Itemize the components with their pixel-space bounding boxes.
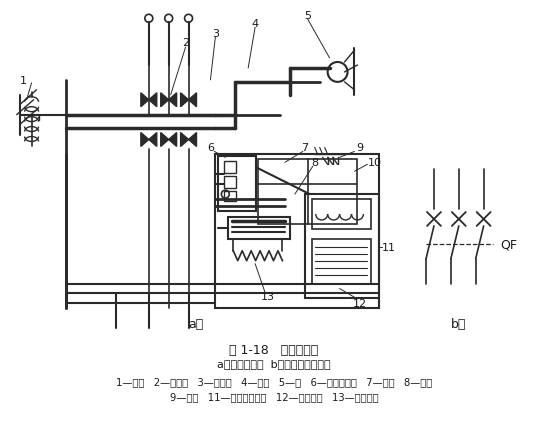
Bar [215,155,379,309]
Polygon shape [169,133,176,147]
Text: 9: 9 [356,143,363,153]
Bar [312,239,372,284]
Text: 4: 4 [252,19,259,29]
Text: 12: 12 [352,299,367,309]
Text: 11: 11 [383,242,396,252]
Polygon shape [189,94,197,108]
Text: 3: 3 [212,29,219,39]
Text: 2: 2 [182,38,189,48]
Polygon shape [141,94,149,108]
Bar [224,177,236,189]
Text: 5: 5 [304,11,311,21]
Polygon shape [161,133,169,147]
Polygon shape [141,133,149,147]
Polygon shape [181,94,189,108]
Polygon shape [149,94,157,108]
Polygon shape [169,94,176,108]
Polygon shape [189,133,197,147]
Bar [224,192,236,202]
Text: a）结构示意图  b）图形与文字符号: a）结构示意图 b）图形与文字符号 [217,358,331,368]
Bar [229,218,290,239]
Text: 6: 6 [207,143,214,153]
Text: 图 1-18   低压断路器: 图 1-18 低压断路器 [230,344,318,356]
Text: 1—弹簧   2—主触头   3—传动杆   4—锁扣   5—轴   6—电磁脱扣器   7—杠杆   8—轭铁: 1—弹簧 2—主触头 3—传动杆 4—锁扣 5—轴 6—电磁脱扣器 7—杠杆 8… [116,376,432,386]
Text: b）: b） [451,317,466,330]
Text: 10: 10 [367,158,381,168]
Polygon shape [161,94,169,108]
Polygon shape [181,133,189,147]
Bar [258,160,357,224]
Text: 8: 8 [311,158,318,168]
Polygon shape [149,133,157,147]
Bar [305,195,379,299]
Bar [224,162,236,174]
Bar [312,200,372,229]
Text: 7: 7 [301,143,309,153]
Text: QF: QF [500,238,517,251]
Text: 9—弹簧   11—欠电压脱扣器   12—双金属片   13—发热元件: 9—弹簧 11—欠电压脱扣器 12—双金属片 13—发热元件 [170,391,378,401]
Text: 1: 1 [20,76,27,86]
Text: a）: a） [188,317,203,330]
Bar [218,157,256,212]
Text: 13: 13 [261,292,275,302]
